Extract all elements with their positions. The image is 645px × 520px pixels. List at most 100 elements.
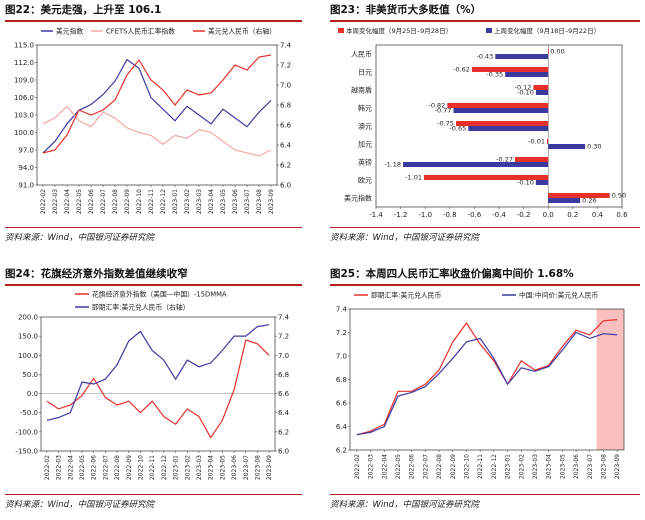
series-line — [356, 331, 618, 436]
x-tick-label: 2022-08 — [112, 189, 119, 214]
x-tick-label: 2022-12 — [491, 454, 498, 479]
x-tick-label: -1.4 — [369, 211, 383, 219]
chart-cny-fixing: 7.4 7.2 7.0 6.8 6.6 6.4 6.2 2022-02 2022-03 2022-… — [336, 291, 625, 479]
x-tick-label: 2022-04 — [381, 454, 388, 479]
category-label: 澳元 — [358, 122, 372, 131]
x-tick-label: 2022-11 — [149, 455, 156, 480]
x-tick-label: 2023-04 — [208, 455, 215, 480]
x-tick-label: 2023-06 — [231, 455, 238, 480]
x-tick-label: 2023-02 — [184, 189, 191, 214]
x-tick-label: 2023-06 — [573, 454, 580, 479]
x-tick-label: 2022-08 — [114, 455, 121, 480]
data-label: 0.50 — [612, 192, 626, 200]
x-tick-label: 2023-09 — [268, 189, 275, 214]
y-tick-label: 7.4 — [278, 314, 290, 322]
y-tick-label: 112.0 — [14, 59, 34, 67]
legend-label: 美元兑人民币（右轴） — [208, 27, 276, 36]
x-tick-label: 2022-04 — [67, 455, 74, 480]
bar — [453, 108, 549, 113]
chart-citi-surprise: 200.0 150.0 100.0 50.0 0.0 -50.0 -100.0 -150.0 7… — [15, 290, 290, 481]
x-tick-label: 0.4 — [592, 211, 604, 219]
series-line — [46, 324, 270, 421]
y-tick-label: 150.0 — [18, 333, 38, 341]
x-tick-label: 2022-12 — [160, 189, 167, 214]
y-tick-label: 0.0 — [27, 390, 38, 398]
x-tick-label: 2023-04 — [546, 454, 553, 479]
x-tick-label: 2022-03 — [56, 455, 63, 480]
bar — [447, 103, 549, 108]
x-tick-label: 2022-06 — [88, 189, 95, 214]
bottom-rule — [5, 494, 302, 495]
x-tick-label: 2022-02 — [354, 454, 361, 479]
y-tick-label: 200.0 — [18, 314, 38, 322]
data-label: -0.35 — [486, 71, 503, 79]
y-tick-label: 91.0 — [18, 182, 34, 190]
x-tick-label: 2023-01 — [173, 455, 180, 480]
y-tick-label: 94.0 — [18, 164, 34, 172]
y-tick-label: 6.0 — [280, 182, 291, 190]
x-tick-label: 2022-07 — [422, 454, 429, 479]
x-tick-label: -0.2 — [517, 211, 531, 219]
data-label: -0.75 — [437, 120, 454, 128]
category-label: 日元 — [358, 69, 372, 77]
data-label: -0.65 — [449, 125, 466, 133]
y-tick-label: 50.0 — [22, 371, 38, 379]
bar — [455, 121, 549, 126]
chart-usd-index: 91.0 94.0 97.0 100.0 103.0 106.0 109.0 112.0 115… — [14, 27, 292, 215]
x-tick-label: 2022-02 — [40, 189, 47, 214]
panel-title: 图23：非美货币大多贬值（%） — [330, 4, 482, 16]
y-tick-label: 6.6 — [278, 390, 290, 398]
x-tick-label: 2022-03 — [52, 189, 59, 214]
bottom-rule — [330, 227, 640, 228]
x-tick-label: 2023-02 — [184, 455, 191, 480]
legend-swatch — [338, 28, 344, 33]
y-tick-label: 7.0 — [336, 353, 347, 361]
data-label: -0.77 — [435, 107, 452, 115]
x-tick-label: 2023-08 — [600, 454, 607, 479]
y-tick-label: -100.0 — [15, 428, 38, 436]
source-note: 资料来源：Wind，中国银河证券研究院 — [330, 233, 480, 243]
x-tick-label: 2022-10 — [136, 189, 143, 214]
x-tick-label: 2023-08 — [254, 455, 261, 480]
x-tick-label: 0.6 — [616, 211, 628, 219]
title-rule — [330, 284, 640, 286]
category-label: 英镑 — [358, 158, 372, 167]
category-label: 人民币 — [351, 51, 372, 59]
x-tick-label: 2022-05 — [76, 189, 83, 214]
x-tick-label: 2022-10 — [463, 454, 470, 479]
legend-label: 即期汇率:美元兑人民币（右轴） — [92, 303, 189, 312]
x-tick-label: -0.4 — [492, 211, 506, 219]
data-label: -0.01 — [528, 138, 545, 146]
panel-usd-index: 图22：美元走强，上升至 106.1 91.0 94.0 97.0 100.0 103.… — [5, 2, 302, 250]
y-tick-label: 7.4 — [336, 306, 348, 314]
x-tick-label: 2023-07 — [243, 455, 250, 480]
bottom-rule — [330, 494, 640, 495]
series-line — [42, 105, 272, 157]
x-tick-label: 2023-03 — [196, 189, 203, 214]
x-tick-label: 2023-09 — [614, 454, 621, 479]
x-tick-label: 2023-05 — [220, 189, 227, 214]
y-tick-label: 6.4 — [336, 423, 348, 431]
x-tick-label: 2023-01 — [172, 189, 179, 214]
x-tick-label: 2022-11 — [477, 454, 484, 479]
x-tick-label: 2023-09 — [266, 455, 273, 480]
bar — [403, 162, 549, 167]
x-tick-label: 2023-08 — [256, 189, 263, 214]
x-tick-label: 2023-05 — [559, 454, 566, 479]
x-tick-label: 2022-03 — [368, 454, 375, 479]
plot-frame — [349, 308, 625, 451]
bar — [514, 157, 549, 162]
title-rule — [5, 284, 302, 286]
bar — [548, 193, 610, 198]
panel-title: 图22：美元走强，上升至 106.1 — [5, 4, 162, 16]
title-rule — [330, 20, 640, 22]
y-tick-label: 100.0 — [14, 129, 34, 137]
category-label: 韩元 — [358, 104, 372, 113]
x-tick-label: 2023-04 — [208, 189, 215, 214]
x-tick-label: 2022-12 — [161, 455, 168, 480]
x-tick-label: 2023-05 — [219, 455, 226, 480]
data-label: -1.18 — [384, 161, 401, 169]
x-tick-label: 2023-02 — [518, 454, 525, 479]
x-tick-label: 2023-06 — [232, 189, 239, 214]
x-tick-label: 2022-07 — [100, 189, 107, 214]
